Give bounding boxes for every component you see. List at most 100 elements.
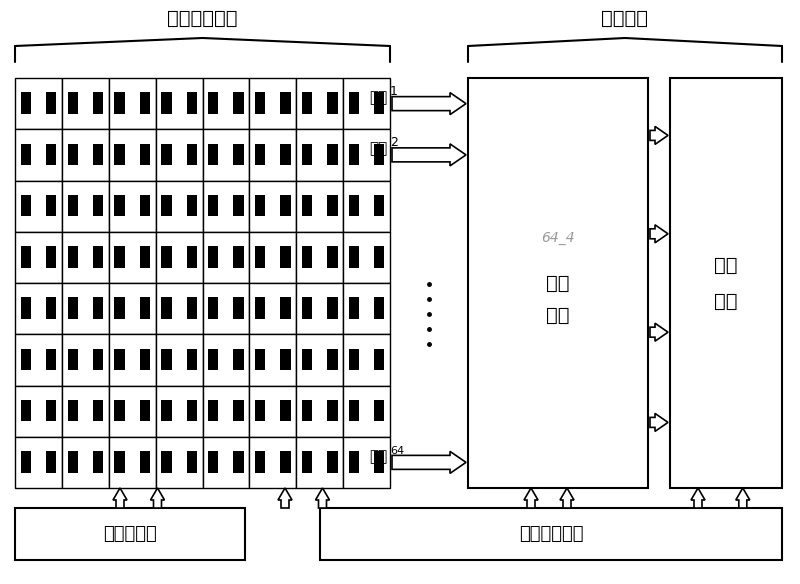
Bar [234, 451, 244, 472]
Bar [93, 246, 103, 267]
Text: 输出: 输出 [546, 305, 570, 325]
Bar [374, 349, 384, 370]
Bar [15, 232, 62, 283]
Bar [202, 78, 250, 129]
Polygon shape [392, 144, 466, 166]
Bar [296, 385, 343, 437]
Bar [280, 246, 290, 267]
Bar [93, 400, 103, 422]
Polygon shape [691, 488, 705, 508]
Text: 输出: 输出 [370, 90, 388, 105]
Bar [202, 180, 250, 232]
Bar [670, 78, 782, 488]
Text: 64: 64 [390, 446, 404, 456]
Bar [15, 334, 62, 385]
Bar [15, 78, 62, 129]
Bar [46, 400, 56, 422]
Bar [62, 180, 109, 232]
Bar [186, 92, 197, 114]
Bar [156, 385, 202, 437]
Bar [156, 180, 202, 232]
Bar [21, 246, 31, 267]
Bar [327, 451, 338, 472]
Bar [349, 246, 359, 267]
Bar [255, 297, 266, 319]
Bar [302, 349, 312, 370]
Bar [374, 297, 384, 319]
Bar [202, 437, 250, 488]
Bar [349, 400, 359, 422]
Text: 输出: 输出 [370, 141, 388, 157]
Bar [349, 451, 359, 472]
Bar [46, 246, 56, 267]
Bar [280, 144, 290, 165]
Bar [162, 297, 171, 319]
Bar [156, 283, 202, 334]
Bar [343, 129, 390, 180]
Polygon shape [524, 488, 538, 508]
Bar [343, 78, 390, 129]
Bar [162, 349, 171, 370]
Bar [255, 400, 266, 422]
Bar [374, 195, 384, 217]
Bar [327, 297, 338, 319]
Bar [374, 400, 384, 422]
Bar [140, 349, 150, 370]
Bar [93, 195, 103, 217]
Bar [280, 451, 290, 472]
Bar [186, 451, 197, 472]
Bar [280, 92, 290, 114]
Bar [296, 129, 343, 180]
Bar [15, 129, 62, 180]
Bar [67, 297, 78, 319]
Bar [250, 232, 296, 283]
Bar [46, 195, 56, 217]
Bar [67, 451, 78, 472]
Bar [202, 385, 250, 437]
Bar [296, 334, 343, 385]
Text: 输出: 输出 [370, 449, 388, 464]
Bar [280, 195, 290, 217]
Bar [208, 144, 218, 165]
Bar [156, 129, 202, 180]
Bar [62, 334, 109, 385]
Bar [109, 232, 156, 283]
Bar [15, 283, 62, 334]
Bar [374, 92, 384, 114]
Bar [468, 78, 648, 488]
Bar [21, 451, 31, 472]
Bar [62, 129, 109, 180]
Bar [250, 283, 296, 334]
Bar [67, 246, 78, 267]
Bar [140, 297, 150, 319]
Bar [114, 195, 125, 217]
Bar [250, 437, 296, 488]
Bar [302, 297, 312, 319]
Bar [234, 246, 244, 267]
Bar [93, 349, 103, 370]
Bar [250, 180, 296, 232]
Bar [302, 246, 312, 267]
Bar [15, 385, 62, 437]
Bar [296, 78, 343, 129]
Bar [208, 400, 218, 422]
Bar [250, 78, 296, 129]
Bar [208, 195, 218, 217]
Bar [21, 297, 31, 319]
Bar [302, 451, 312, 472]
Bar [93, 297, 103, 319]
Bar [374, 144, 384, 165]
Bar [109, 129, 156, 180]
Text: 1: 1 [390, 85, 398, 98]
Bar [114, 297, 125, 319]
Bar [208, 349, 218, 370]
Bar [302, 400, 312, 422]
Bar [343, 385, 390, 437]
Bar [62, 385, 109, 437]
Bar [162, 92, 171, 114]
Bar [21, 195, 31, 217]
Text: 转换: 转换 [546, 273, 570, 293]
Bar [62, 78, 109, 129]
Bar [162, 144, 171, 165]
Bar [186, 195, 197, 217]
